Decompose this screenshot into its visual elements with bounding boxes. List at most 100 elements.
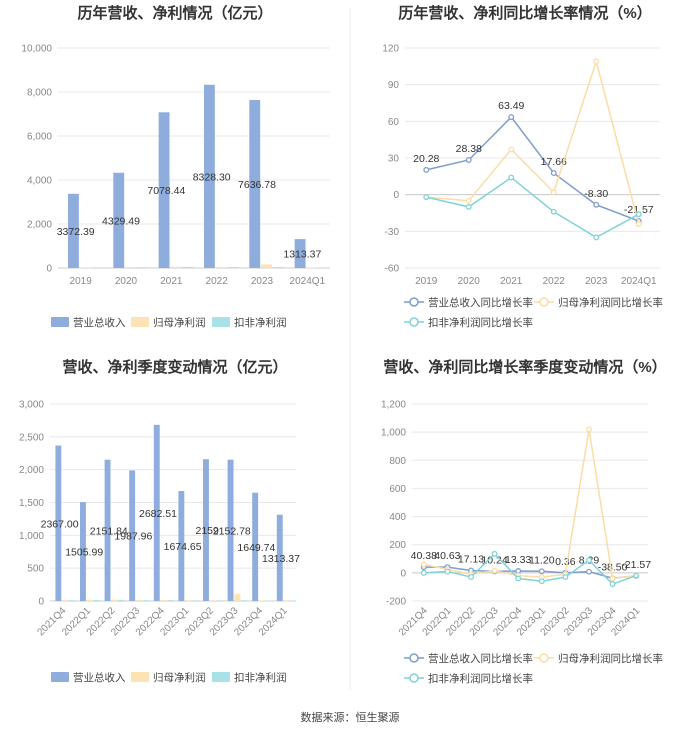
- annual-line-point-2020-s1: [465, 197, 472, 204]
- quarter-line-data-label: -38.50: [598, 561, 628, 573]
- quarter-line-data-label: 40.38: [411, 550, 437, 562]
- annual-line-legend-marker: [539, 297, 549, 307]
- quarter-bar-legend-label: 归母净利润: [153, 671, 206, 684]
- annual-bar-title: 历年营收、净利情况（亿元）: [77, 4, 272, 22]
- quarter-bar-bar-2023q4-s1: [259, 600, 266, 601]
- quarter-line-data-label: 17.13: [458, 553, 484, 565]
- quarter-bar-data-label: 1649.74: [237, 542, 275, 554]
- quarter-line-point-2022q1-s2: [444, 568, 451, 575]
- quarter-bar-bar-2022q4-s1: [160, 600, 167, 601]
- quarter-bar-y-tick: 0: [38, 597, 44, 608]
- quarter-line-point-2023q4-s1: [609, 575, 616, 582]
- annual-bar-x-tick: 2020: [115, 276, 138, 287]
- annual-bar-bar-2021-s0: [158, 112, 170, 268]
- quarter-bar-bar-2022q4-s0: [153, 424, 160, 601]
- quarter-line-data-label: 40.63: [434, 550, 460, 562]
- quarter-bar-legend-swatch: [51, 672, 69, 682]
- data-source-note: 数据来源：恒生聚源: [301, 710, 400, 724]
- annual-line-point-2022-s0: [550, 170, 557, 177]
- annual-bar-bar-2019-s1: [79, 267, 91, 268]
- annual-line-x-tick: 2019: [415, 276, 438, 287]
- annual-line-point-2023-s0: [593, 201, 600, 208]
- annual-line-y-tick: -60: [385, 264, 400, 275]
- annual-line-legend-marker: [409, 317, 419, 327]
- annual-line-y-tick: -30: [385, 227, 400, 238]
- quarter-bar-bar-2023q2-s0: [203, 459, 209, 601]
- annual-line-data-label: -21.57: [624, 204, 654, 216]
- annual-bar-legend-item-0: 营业总收入: [51, 316, 126, 329]
- quarter-line-y-tick: 400: [389, 512, 406, 523]
- annual-bar-y-tick: 8,000: [27, 88, 52, 99]
- annual-bar-legend-swatch: [131, 317, 149, 327]
- quarter-bar-legend-label: 扣非净利润: [234, 671, 287, 684]
- quarter-line-point-2022q4-s2: [515, 575, 522, 582]
- annual-line-point-2019-s0: [423, 166, 430, 173]
- quarter-bar-y-tick: 500: [27, 564, 44, 575]
- quarter-line-point-2023q1-s2: [538, 578, 545, 585]
- quarter-line-title: 营收、净利同比增长率季度变动情况（%）: [383, 358, 666, 376]
- annual-bar-legend-item-1: 归母净利润: [131, 316, 206, 329]
- quarter-line-y-tick: 1,000: [381, 428, 406, 439]
- annual-line-x-tick: 2020: [458, 276, 481, 287]
- quarter-line-data-label: 10.24: [481, 554, 507, 566]
- annual-bar-bar-2021-s2: [182, 266, 194, 268]
- quarter-bar-bar-2021q4-s1: [62, 600, 69, 601]
- annual-bar-legend-label: 归母净利润: [153, 316, 206, 329]
- quarter-line-legend-label: 营业总收入同比增长率: [428, 652, 533, 665]
- annual-line-point-2023-s1: [593, 58, 600, 65]
- quarter-line-y-tick: 800: [389, 456, 406, 467]
- annual-bar-bar-2020-s2: [137, 267, 148, 268]
- quarter-bar-bar-2023q3-s1: [234, 593, 241, 601]
- annual-bar-y-tick: 2,000: [27, 220, 52, 231]
- annual-bar-data-label: 4329.49: [102, 215, 140, 227]
- quarter-bar-legend-item-2: 扣非净利润: [212, 671, 287, 684]
- quarter-line-y-tick: 200: [389, 540, 406, 551]
- quarter-bar-bar-2023q2-s2: [216, 600, 223, 601]
- annual-bar-bar-2019-s2: [91, 267, 103, 268]
- quarter-line-point-2021q4-s1: [420, 561, 427, 568]
- annual-bar-legend-item-2: 扣非净利润: [212, 316, 287, 329]
- quarter-bar-bar-2022q2-s0: [104, 459, 111, 601]
- annual-bar-bar-2024q1-s1: [306, 267, 318, 269]
- annual-bar-bar-2023-s2: [273, 267, 284, 268]
- quarter-line-point-2021q4-s2: [420, 569, 427, 576]
- quarter-bar-bar-2023q3-s2: [241, 600, 248, 601]
- annual-line-legend-item-2: 扣非净利润同比增长率: [404, 316, 533, 329]
- annual-line-point-2021-s1: [508, 146, 515, 153]
- quarter-bar-bar-2024q1-s2: [290, 600, 297, 601]
- annual-line-data-label: 63.49: [498, 100, 524, 112]
- annual-bar-y-tick: 10,000: [21, 44, 52, 55]
- quarter-bar-bar-2022q1-s0: [80, 502, 86, 601]
- annual-line-x-tick: 2024Q1: [621, 276, 657, 287]
- annual-line-line-s1: [426, 58, 640, 225]
- quarter-bar-bar-2022q1-s1: [86, 599, 93, 601]
- quarter-line-y-tick: 1,200: [381, 400, 406, 411]
- quarter-line-point-2024q1-s2: [633, 572, 640, 579]
- quarter-bar-data-label: 1674.65: [164, 541, 202, 553]
- quarter-bar-legend-item-1: 归母净利润: [131, 671, 206, 684]
- annual-bar-x-tick: 2022: [206, 276, 229, 287]
- annual-line-data-label: 17.66: [541, 156, 567, 168]
- annual-bar-legend-label: 扣非净利润: [234, 316, 287, 329]
- quarter-line-legend-marker: [409, 653, 419, 663]
- annual-bar-x-tick: 2019: [70, 276, 93, 287]
- annual-line-legend-label: 营业总收入同比增长率: [428, 296, 533, 309]
- quarter-bar-data-label: 1987.96: [114, 531, 152, 543]
- annual-line-line-s0: [426, 115, 640, 222]
- annual-bar-x-tick: 2021: [160, 276, 183, 287]
- annual-line-y-tick: 60: [388, 117, 400, 128]
- annual-line-title: 历年营收、净利同比增长率情况（%）: [398, 4, 651, 22]
- quarter-bar-data-label: 2367.00: [41, 518, 79, 530]
- annual-growth-rate-line-chart: 历年营收、净利同比增长率情况（%） -60 -30 0 30 60 90 120 2019 202…: [382, 4, 663, 329]
- annual-bar-bar-2019-s0: [67, 193, 79, 268]
- quarter-line-line-s0: [423, 566, 637, 580]
- quarter-line-y-tick: 600: [389, 484, 406, 495]
- annual-line-point-2020-s0: [465, 157, 472, 163]
- quarter-line-data-label: 11.20: [529, 554, 555, 566]
- quarter-bar-y-tick: 1,000: [19, 531, 44, 542]
- quarter-line-y-tick: -200: [386, 597, 406, 608]
- quarter-bar-bar-2022q2-s1: [111, 599, 118, 601]
- annual-bar-legend-swatch: [51, 317, 69, 327]
- quarter-bar-legend-label: 营业总收入: [73, 671, 126, 684]
- annual-line-legend-marker: [409, 297, 419, 307]
